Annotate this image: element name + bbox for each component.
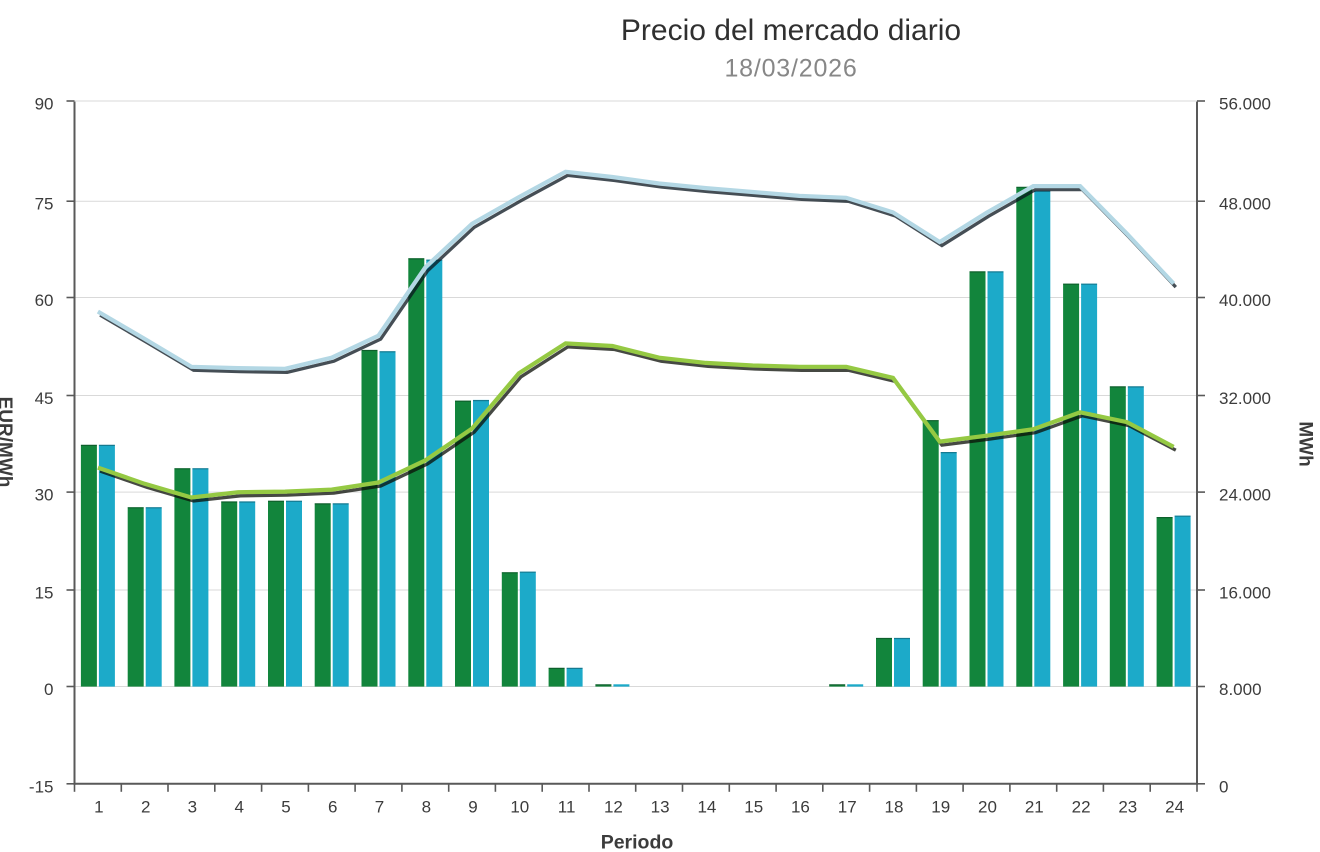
svg-text:16: 16	[791, 798, 810, 817]
svg-text:24.000: 24.000	[1219, 486, 1271, 505]
svg-text:13: 13	[651, 798, 670, 817]
svg-text:75: 75	[35, 195, 54, 214]
svg-text:MWh: MWh	[1295, 421, 1316, 466]
svg-text:15: 15	[35, 584, 54, 603]
svg-text:4: 4	[234, 798, 243, 817]
svg-text:Precio del mercado diario: Precio del mercado diario	[621, 14, 961, 47]
svg-text:56.000: 56.000	[1219, 95, 1271, 114]
svg-text:60: 60	[35, 291, 54, 310]
svg-text:21: 21	[1025, 798, 1044, 817]
svg-text:18: 18	[885, 798, 904, 817]
svg-text:32.000: 32.000	[1219, 389, 1271, 408]
svg-text:24: 24	[1165, 798, 1184, 817]
svg-text:Periodo: Periodo	[601, 832, 674, 852]
svg-text:17: 17	[838, 798, 857, 817]
svg-text:30: 30	[35, 486, 54, 505]
svg-text:10: 10	[510, 798, 529, 817]
svg-text:5: 5	[281, 798, 290, 817]
svg-text:11: 11	[558, 798, 576, 817]
svg-text:8.000: 8.000	[1219, 680, 1262, 699]
svg-text:18/03/2026: 18/03/2026	[724, 55, 857, 83]
svg-text:7: 7	[375, 798, 384, 817]
svg-text:45: 45	[35, 389, 54, 408]
svg-text:6: 6	[328, 798, 337, 817]
svg-text:19: 19	[931, 798, 950, 817]
svg-text:22: 22	[1072, 798, 1091, 817]
svg-text:1: 1	[94, 798, 103, 817]
svg-text:0: 0	[44, 680, 53, 699]
svg-text:9: 9	[468, 798, 477, 817]
svg-text:0: 0	[1219, 777, 1228, 796]
svg-text:48.000: 48.000	[1219, 195, 1271, 214]
svg-text:12: 12	[604, 798, 623, 817]
svg-text:40.000: 40.000	[1219, 291, 1271, 310]
svg-text:8: 8	[422, 798, 431, 817]
svg-text:EUR/MWh: EUR/MWh	[0, 397, 15, 488]
svg-text:16.000: 16.000	[1219, 584, 1271, 603]
svg-text:15: 15	[744, 798, 763, 817]
svg-text:-15: -15	[29, 777, 54, 796]
svg-text:20: 20	[978, 798, 997, 817]
svg-text:2: 2	[141, 798, 150, 817]
svg-text:23: 23	[1118, 798, 1137, 817]
svg-text:3: 3	[188, 798, 197, 817]
svg-text:14: 14	[697, 798, 716, 817]
svg-text:90: 90	[35, 95, 54, 114]
